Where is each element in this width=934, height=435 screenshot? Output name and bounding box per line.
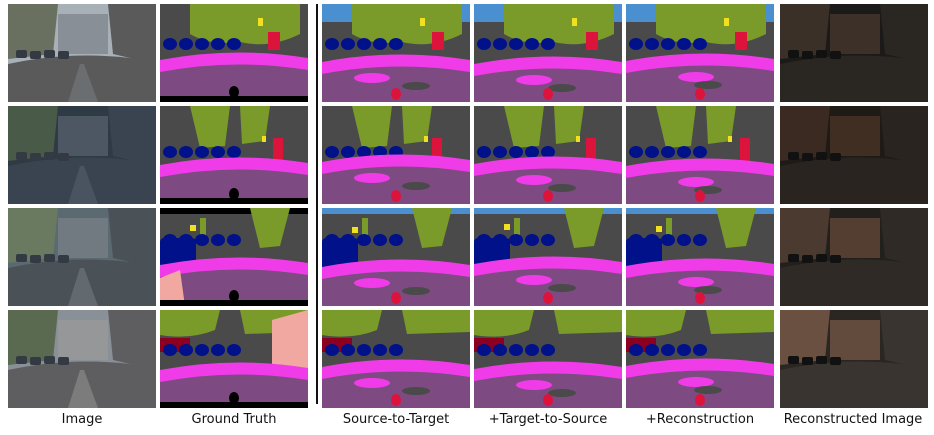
tile-row4-reconstructed-photo xyxy=(780,310,928,408)
tile-row3-reconstruction xyxy=(626,208,774,306)
tile-row4-target-to-source xyxy=(474,310,622,408)
tile-row3-target-to-source xyxy=(474,208,622,306)
column-divider xyxy=(316,4,318,404)
tile-row2-source-to-target xyxy=(322,106,470,204)
caption-reconstruction: +Reconstruction xyxy=(645,412,755,427)
tile-row2-reconstructed-photo xyxy=(780,106,928,204)
tile-row2-reconstruction xyxy=(626,106,774,204)
tile-row4-source-to-target xyxy=(322,310,470,408)
caption-ground-truth: Ground Truth xyxy=(191,412,277,427)
tile-row1-reconstruction xyxy=(626,4,774,102)
tile-row4-reconstruction xyxy=(626,310,774,408)
caption-target-to-source: +Target-to-Source xyxy=(488,412,608,427)
caption-reconstructed-image: Reconstructed Image xyxy=(783,412,923,427)
tile-row3-photo xyxy=(8,208,156,306)
tile-row1-source-to-target xyxy=(322,4,470,102)
tile-row2-ground-truth xyxy=(160,106,308,204)
tile-row1-reconstructed-photo xyxy=(780,4,928,102)
tile-row3-reconstructed-photo xyxy=(780,208,928,306)
tile-row1-target-to-source xyxy=(474,4,622,102)
tile-row4-photo xyxy=(8,310,156,408)
tile-row2-target-to-source xyxy=(474,106,622,204)
tile-row2-photo xyxy=(8,106,156,204)
caption-source-to-target: Source-to-Target xyxy=(342,412,450,427)
tile-row1-ground-truth xyxy=(160,4,308,102)
tile-row4-ground-truth xyxy=(160,310,308,408)
caption-image: Image xyxy=(61,412,103,427)
tile-row3-ground-truth xyxy=(160,208,308,306)
tile-row3-source-to-target xyxy=(322,208,470,306)
tile-row1-photo xyxy=(8,4,156,102)
